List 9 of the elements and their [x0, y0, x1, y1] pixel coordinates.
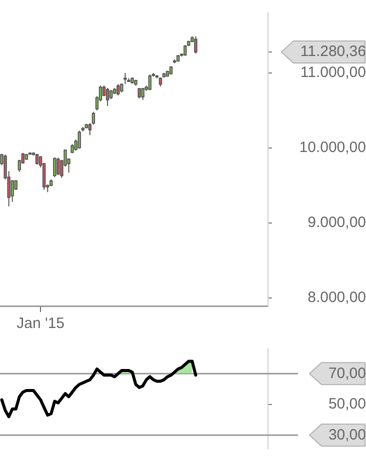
x-tick-label: Jan '15: [16, 315, 65, 332]
y-tick-label: 50,00: [328, 396, 366, 413]
y-tick-label: 9.000,00: [308, 214, 366, 231]
y-tick-label: 70,00: [328, 364, 366, 382]
y-tick-label: 11.000,00: [300, 64, 366, 82]
y-tick-label: 10.000,00: [299, 139, 366, 156]
y-tick-label: 11.280,36: [300, 43, 366, 60]
y-tick-label: 8.000,00: [308, 288, 366, 306]
y-tick-label: 30,00: [328, 426, 366, 444]
